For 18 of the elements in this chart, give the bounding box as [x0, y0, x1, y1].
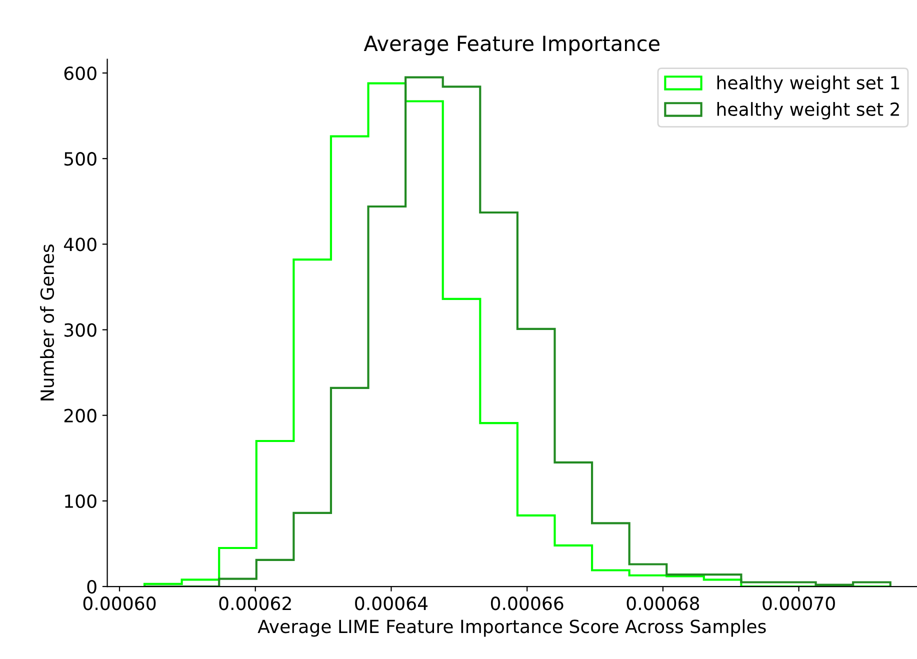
y-tick-label: 0 [87, 580, 96, 594]
x-tick-label: 0.00068 [626, 596, 700, 610]
y-tick-label: 400 [64, 238, 96, 252]
x-tick-label: 0.00066 [490, 596, 564, 610]
x-tick-label: 0.00070 [762, 596, 835, 610]
y-tick-label: 600 [64, 66, 96, 80]
x-tick-label: 0.00062 [219, 596, 291, 610]
x-tick-label: 0.00064 [355, 596, 428, 610]
x-axis-title: Average LIME Feature Importance Score Across Samples [258, 619, 766, 637]
y-tick-label: 200 [64, 408, 96, 422]
y-tick-label: 300 [64, 323, 96, 337]
y-tick-label: 100 [65, 494, 96, 508]
x-tick-label: 0.00060 [83, 596, 156, 610]
y-tick-label: 500 [64, 152, 96, 166]
legend-label: healthy weight set 1 [717, 76, 900, 94]
chart-title: Average Feature Importance [364, 36, 660, 56]
y-axis-title: Number of Genes [40, 244, 54, 400]
legend-label: healthy weight set 2 [717, 102, 899, 120]
